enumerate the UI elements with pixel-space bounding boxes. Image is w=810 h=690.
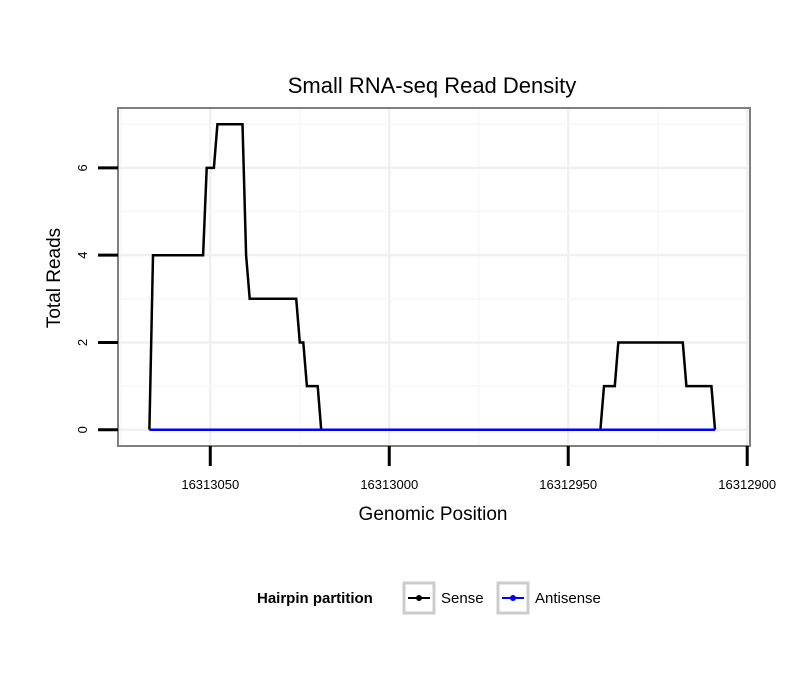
- plot-panel-border: [117, 107, 751, 447]
- y-axis: 0 2 4 6: [75, 164, 118, 433]
- y-tick-label: 6: [75, 164, 90, 171]
- x-axis-title: Genomic Position: [359, 504, 508, 525]
- legend-label: Antisense: [535, 590, 601, 607]
- legend-title: Hairpin partition: [257, 590, 373, 607]
- x-tick-label: 16312950: [539, 477, 597, 492]
- y-tick-label: 4: [75, 252, 90, 259]
- legend: Hairpin partition Sense Antisense: [257, 581, 601, 615]
- x-tick-label: 16313050: [181, 477, 239, 492]
- legend-key-point: [510, 595, 516, 601]
- x-tick-label: 16313000: [360, 477, 418, 492]
- legend-key-box: [402, 581, 436, 615]
- x-tick-label: 16312900: [718, 477, 776, 492]
- chart-title: Small RNA-seq Read Density: [288, 73, 577, 98]
- legend-key-point: [416, 595, 422, 601]
- y-tick-label: 0: [75, 426, 90, 433]
- legend-label: Sense: [441, 590, 484, 607]
- y-axis-title: Total Reads: [44, 228, 65, 328]
- y-tick-label: 2: [75, 339, 90, 346]
- legend-entry-antisense: Antisense: [496, 581, 601, 615]
- series-sense-line: [148, 123, 717, 431]
- x-axis: 16313050 16313000 16312950 16312900: [181, 446, 776, 492]
- series-lines: [148, 123, 717, 431]
- legend-entry-sense: Sense: [402, 581, 484, 615]
- legend-key-box: [496, 581, 530, 615]
